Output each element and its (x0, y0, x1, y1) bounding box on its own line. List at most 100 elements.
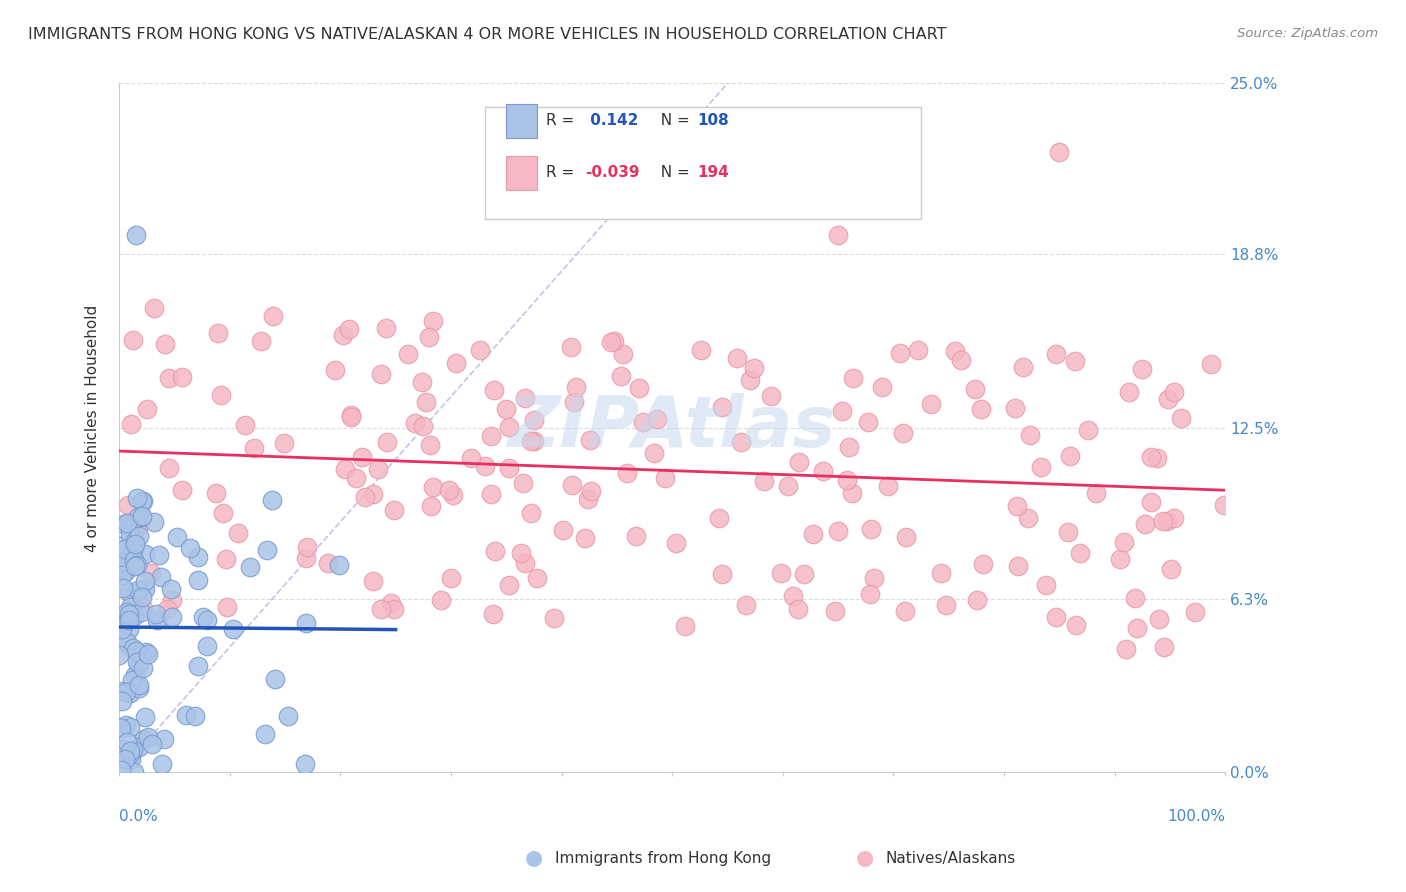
Point (380, 596, 402, 610)
Point (156, 602, 179, 616)
Point (121, 743, 143, 757)
Point (295, 541, 318, 555)
Point (110, 615, 132, 629)
Point (945, 343, 967, 358)
Point (1157, 392, 1180, 407)
Point (127, 583, 149, 598)
Point (110, 567, 132, 582)
Point (254, 727, 277, 741)
Point (782, 589, 804, 603)
Point (626, 529, 648, 543)
Point (479, 487, 502, 501)
Point (128, 657, 150, 671)
Point (333, 462, 356, 476)
Point (141, 737, 163, 751)
Point (969, 401, 991, 416)
Point (118, 613, 141, 627)
Point (148, 548, 170, 562)
Point (295, 551, 318, 566)
Point (179, 541, 201, 555)
Point (579, 483, 602, 498)
Point (498, 578, 520, 592)
Text: R =: R = (546, 113, 579, 128)
Point (124, 227, 146, 242)
Point (262, 493, 284, 508)
Point (273, 436, 295, 450)
Point (157, 370, 180, 384)
Point (422, 480, 444, 494)
Point (124, 537, 146, 551)
Point (250, 334, 273, 348)
Point (523, 434, 546, 448)
Point (122, 641, 145, 656)
Point (124, 558, 146, 573)
Point (841, 486, 863, 500)
Point (361, 487, 384, 501)
Point (418, 329, 440, 343)
Point (1140, 494, 1163, 508)
Point (643, 446, 665, 460)
Point (323, 363, 346, 377)
Point (382, 602, 405, 616)
Point (801, 527, 824, 541)
Point (136, 648, 159, 662)
Point (419, 438, 441, 452)
Point (122, 743, 145, 757)
Point (1035, 578, 1057, 592)
Point (233, 417, 256, 432)
Point (929, 566, 952, 580)
Point (444, 355, 467, 369)
Point (134, 574, 156, 588)
Point (711, 567, 734, 582)
Point (142, 515, 165, 529)
Point (340, 408, 363, 422)
Point (415, 395, 437, 409)
Point (117, 735, 139, 749)
Point (1059, 449, 1081, 463)
Point (565, 380, 588, 394)
Point (920, 397, 942, 411)
Point (108, 648, 131, 662)
Text: ●: ● (526, 848, 543, 868)
Point (972, 557, 994, 571)
Point (1047, 145, 1070, 160)
Point (361, 574, 384, 588)
Point (437, 483, 460, 497)
Point (142, 301, 165, 315)
Point (510, 546, 533, 560)
Point (114, 541, 136, 556)
Text: N =: N = (651, 113, 695, 128)
Point (239, 560, 262, 574)
Text: 0.0%: 0.0% (120, 809, 157, 823)
Point (664, 536, 686, 550)
Point (404, 416, 426, 430)
Point (131, 590, 153, 604)
Point (187, 659, 209, 673)
Text: ●: ● (856, 848, 873, 868)
Point (1130, 362, 1153, 376)
Point (519, 507, 541, 521)
Point (264, 672, 287, 686)
Point (744, 360, 766, 375)
Point (134, 731, 156, 746)
Point (1064, 618, 1087, 632)
Point (859, 522, 882, 536)
Point (1126, 621, 1149, 635)
Y-axis label: 4 or more Vehicles in Household: 4 or more Vehicles in Household (86, 304, 100, 551)
Point (184, 709, 207, 723)
Point (195, 640, 218, 654)
Point (602, 334, 624, 348)
Point (752, 475, 775, 489)
Point (966, 593, 988, 607)
Point (616, 466, 638, 480)
Point (132, 494, 155, 508)
Point (122, 333, 145, 347)
Text: 108: 108 (697, 113, 730, 128)
Text: IMMIGRANTS FROM HONG KONG VS NATIVE/ALASKAN 4 OR MORE VEHICLES IN HOUSEHOLD CORR: IMMIGRANTS FROM HONG KONG VS NATIVE/ALAS… (28, 27, 946, 42)
Point (115, 636, 138, 650)
Point (128, 517, 150, 532)
Point (153, 336, 176, 351)
Point (215, 552, 238, 566)
Point (339, 321, 361, 335)
Point (136, 401, 159, 416)
